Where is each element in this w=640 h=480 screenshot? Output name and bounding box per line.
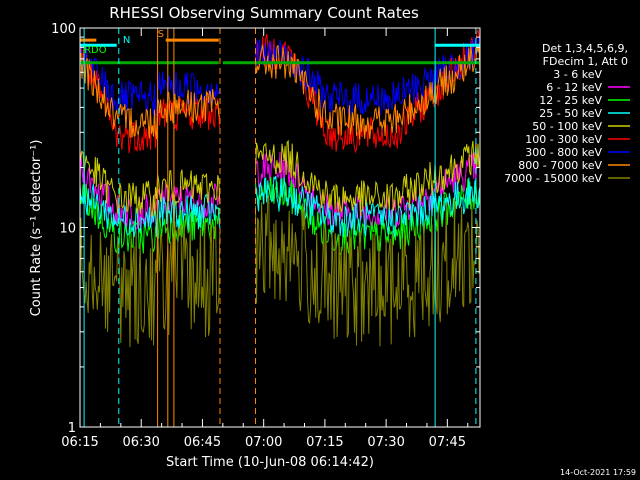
series-layer bbox=[79, 28, 481, 348]
legend-label: 7000 - 15000 keV bbox=[504, 172, 602, 185]
date-stamp: 14-Oct-2021 17:59 bbox=[560, 468, 636, 477]
x-tick-label: 07:15 bbox=[306, 435, 343, 450]
legend-label: 6 - 12 keV bbox=[546, 81, 602, 94]
flag-layer: RDO N S bbox=[80, 29, 480, 65]
y-tick-label: 100 bbox=[51, 22, 76, 37]
axis-ticks: 06:15 06:30 06:45 07:00 07:15 07:30 07:45 1 10 10… bbox=[51, 22, 480, 450]
legend-label: 100 - 300 keV bbox=[525, 133, 602, 146]
legend-label: 3 - 6 keV bbox=[553, 68, 602, 81]
legend-header-line: Det 1,3,4,5,6,9, bbox=[542, 42, 628, 55]
flag-label-rdo: RDO bbox=[84, 45, 107, 56]
series-line-5 bbox=[79, 139, 481, 218]
series-line-9 bbox=[79, 196, 481, 348]
legend-label: 50 - 100 keV bbox=[532, 120, 602, 133]
legend-header-line: FDecim 1, Att 0 bbox=[543, 55, 628, 68]
y-tick-label: 1 bbox=[68, 421, 76, 436]
series-line-8 bbox=[79, 43, 481, 140]
legend-label: 300 - 800 keV bbox=[525, 146, 602, 159]
x-axis-label: Start Time (10-Jun-08 06:14:42) bbox=[166, 455, 374, 470]
series-line-4 bbox=[79, 175, 481, 238]
legend-label: 12 - 25 keV bbox=[539, 94, 602, 107]
x-tick-label: 07:45 bbox=[429, 435, 466, 450]
legend: Det 1,3,4,5,6,9,FDecim 1, Att 03 - 6 keV… bbox=[504, 42, 630, 185]
x-tick-label: 06:15 bbox=[61, 435, 98, 450]
x-tick-label: 06:30 bbox=[122, 435, 159, 450]
x-tick-label: 06:45 bbox=[184, 435, 221, 450]
y-axis-label: Count Rate (s⁻¹ detector⁻¹) bbox=[29, 140, 44, 317]
x-tick-label: 07:00 bbox=[245, 435, 282, 450]
flag-label-s: S bbox=[158, 29, 164, 40]
x-tick-label: 07:30 bbox=[367, 435, 404, 450]
legend-label: 800 - 7000 keV bbox=[518, 159, 602, 172]
y-tick-label: 10 bbox=[59, 222, 76, 237]
chart-title: RHESSI Observing Summary Count Rates bbox=[109, 4, 419, 22]
marker-layer bbox=[83, 28, 477, 427]
flag-label-n: N bbox=[123, 35, 130, 46]
legend-label: 25 - 50 keV bbox=[539, 107, 602, 120]
